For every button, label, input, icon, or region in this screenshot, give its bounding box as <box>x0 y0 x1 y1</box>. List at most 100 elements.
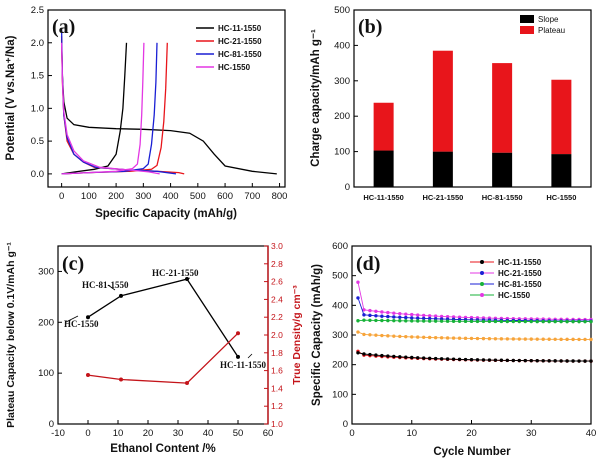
panel-b-y-tick-label: 0 <box>345 182 350 193</box>
panel-b-legend-label: Plateau <box>538 26 565 35</box>
panel-d-data-point <box>362 313 366 317</box>
panel-d-data-point <box>505 319 510 324</box>
panel-d-data-point <box>523 319 527 324</box>
panel-d-data-point <box>481 358 486 362</box>
panel-d-data-point <box>565 359 569 363</box>
panel-d-data-point <box>523 337 527 341</box>
panel-d-data-point <box>535 359 539 363</box>
panel-d-legend-label: HC-11-1550 <box>498 258 542 267</box>
panel-b-bar-segment <box>373 150 394 187</box>
panel-d-data-point <box>541 319 545 324</box>
panel-c-annotation-pointer <box>247 353 253 359</box>
panel-b-plot: 0 100 200 300 400 500 HC-11-1550 HC-21-1550 HC-8… <box>334 5 576 202</box>
panel-a-y-tick-label: 2.5 <box>31 5 44 16</box>
panel-d-data-point <box>511 319 516 324</box>
panel-d-data-point <box>368 313 372 318</box>
panel-d-data-point <box>380 333 384 338</box>
panel-d-data-point <box>427 335 432 340</box>
panel-d-data-point <box>457 336 462 340</box>
panel-d-x-tick-label: 40 <box>586 428 597 439</box>
panel-a-x-tick-label: 200 <box>108 191 124 202</box>
panel-a-x-axis-title: Specific Capacity (mAh/g) <box>95 208 237 220</box>
panel-d-data-point <box>511 358 516 363</box>
panel-d-data-point <box>493 358 498 362</box>
panel-d-data-point <box>427 319 432 323</box>
panel-d-data-point <box>463 357 468 362</box>
panel-d-data-point <box>398 315 402 320</box>
panel-b-bar-segment <box>551 79 572 155</box>
panel-d-data-point <box>439 314 444 319</box>
panel-c-y2-axis-title: True Density/g cm⁻³ <box>291 285 303 385</box>
panel-d-data-point <box>547 319 551 324</box>
panel-d-data-point <box>356 280 360 284</box>
panel-b-y-tick-label: 200 <box>334 111 350 122</box>
panel-d-letter: (d) <box>356 253 380 275</box>
panel-d-data-point <box>445 314 450 319</box>
panel-c-annotation: HC-11-1550 <box>220 360 266 370</box>
panel-d-data-point <box>374 318 378 323</box>
panel-c-y-tick-label: 300 <box>38 266 54 277</box>
panel-d-data-point <box>469 319 474 324</box>
panel-d-data-point <box>356 319 360 323</box>
panel-c-annotation: HC-1550 <box>64 319 99 329</box>
panel-d-y-tick-label: 500 <box>332 271 348 282</box>
panel-d-data-point <box>380 314 384 318</box>
panel-d-data-point <box>511 337 516 341</box>
panel-d-data-point <box>517 337 521 341</box>
panel-c-x-tick-label: 60 <box>263 428 274 439</box>
panel-d-data-point <box>487 358 492 362</box>
panel-c-y2-tick-label: 2.0 <box>271 330 283 340</box>
panel-b-letter: (b) <box>358 16 382 38</box>
panel-d-data-point <box>469 336 474 341</box>
panel-b-category-label: HC-1550 <box>546 193 576 202</box>
panel-d-data-point <box>577 359 581 363</box>
panel-d-data-point <box>457 357 462 362</box>
panel-a-x-tick-label: 100 <box>81 191 97 202</box>
panel-d-legend-label: HC-1550 <box>498 291 531 300</box>
panel-d-data-point <box>451 336 456 340</box>
panel-d-data-point <box>451 357 456 361</box>
panel-a-series-discharge-line <box>60 42 160 175</box>
panel-d-data-point <box>505 358 510 363</box>
panel-b-bar-segment <box>373 102 394 151</box>
panel-d-data-point <box>547 359 551 363</box>
panel-d-data-point <box>422 356 426 360</box>
panel-d-data-point <box>386 334 390 338</box>
panel-a-x-tick-label: 300 <box>135 191 151 202</box>
panel-c-y2-tick-label: 2.6 <box>271 277 283 287</box>
panel-c-x-tick-label: 20 <box>143 428 154 439</box>
panel-d-y-tick-label: 300 <box>332 330 348 341</box>
panel-d-data-point <box>439 357 444 361</box>
panel-d-data-point <box>499 337 504 341</box>
panel-d-data-point <box>541 359 545 363</box>
panel-a-legend-label: HC-1550 <box>218 63 251 72</box>
panel-d-data-point <box>565 319 569 324</box>
panel-a-series-charge-line <box>61 42 128 175</box>
panel-d-data-point <box>583 337 587 342</box>
panel-d-y-axis-title: Specific Capacity (mAh/g) <box>311 264 323 406</box>
panel-c-y2-tick-label: 3.0 <box>271 241 283 251</box>
panel-c-y-tick-label: 0 <box>49 419 54 430</box>
panel-d-data-point <box>529 337 533 341</box>
panel-c-series-line <box>87 332 239 384</box>
panel-d-data-point <box>553 319 557 324</box>
panel-d-data-point <box>439 319 444 323</box>
panel-c-annotation: HC-81-1550 <box>82 280 129 290</box>
panel-a-legend-label: HC-21-1550 <box>218 37 262 46</box>
panel-d-data-point <box>571 359 575 363</box>
panel-d-y-tick-label: 600 <box>332 241 348 252</box>
panel-d-data-point <box>380 353 384 358</box>
panel-d-data-point <box>493 337 498 341</box>
panel-a-x-tick-label: 500 <box>190 191 206 202</box>
panel-b-bar-segment <box>492 63 513 153</box>
panel-d-data-point <box>368 352 372 357</box>
panel-b-bar-segment <box>432 151 453 187</box>
panel-a-series-discharge-line <box>60 29 177 175</box>
panel-d-data-point <box>523 358 527 363</box>
panel-d-data-point <box>416 316 420 320</box>
panel-c-annotation: HC-21-1550 <box>152 268 199 278</box>
panel-d-data-point <box>481 319 486 324</box>
panel-d-data-point <box>487 337 492 341</box>
panel-d-x-axis-title: Cycle Number <box>433 446 511 458</box>
panel-b-category-label: HC-81-1550 <box>482 193 523 202</box>
